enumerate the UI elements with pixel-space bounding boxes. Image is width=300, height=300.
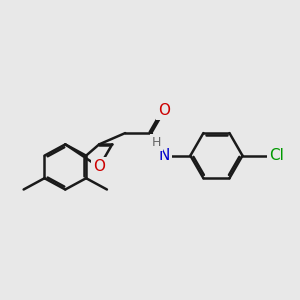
Text: N: N (159, 148, 170, 163)
Text: Cl: Cl (269, 148, 284, 163)
Text: H: H (152, 136, 161, 149)
Text: O: O (158, 103, 170, 118)
Text: O: O (93, 159, 105, 174)
